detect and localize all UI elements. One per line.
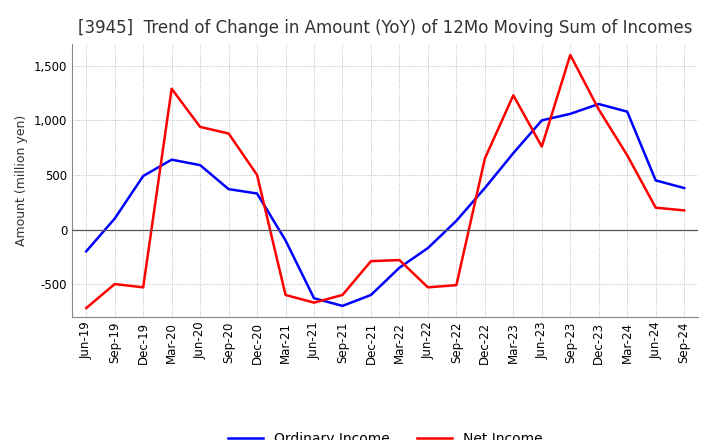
Net Income: [509, 93, 518, 98]
Net Income: [395, 257, 404, 263]
Title: [3945]  Trend of Change in Amount (YoY) of 12Mo Moving Sum of Incomes: [3945] Trend of Change in Amount (YoY) o…: [78, 19, 693, 37]
Ordinary Income: [680, 185, 688, 191]
Net Income: [82, 305, 91, 311]
Net Income: [282, 292, 290, 297]
Ordinary Income: [652, 178, 660, 183]
Net Income: [566, 52, 575, 58]
Net Income: [680, 208, 688, 213]
Ordinary Income: [509, 150, 518, 156]
Ordinary Income: [338, 303, 347, 308]
Net Income: [423, 285, 432, 290]
Net Income: [167, 86, 176, 92]
Ordinary Income: [310, 296, 318, 301]
Y-axis label: Amount (million yen): Amount (million yen): [15, 115, 28, 246]
Ordinary Income: [452, 218, 461, 224]
Net Income: [225, 131, 233, 136]
Net Income: [652, 205, 660, 210]
Legend: Ordinary Income, Net Income: Ordinary Income, Net Income: [222, 427, 548, 440]
Ordinary Income: [196, 162, 204, 168]
Net Income: [139, 285, 148, 290]
Ordinary Income: [253, 191, 261, 196]
Ordinary Income: [595, 101, 603, 106]
Ordinary Income: [537, 118, 546, 123]
Net Income: [623, 153, 631, 158]
Net Income: [480, 156, 489, 161]
Ordinary Income: [566, 111, 575, 117]
Line: Ordinary Income: Ordinary Income: [86, 104, 684, 306]
Ordinary Income: [167, 157, 176, 162]
Ordinary Income: [225, 187, 233, 192]
Net Income: [196, 124, 204, 129]
Ordinary Income: [139, 173, 148, 179]
Net Income: [537, 144, 546, 149]
Ordinary Income: [366, 292, 375, 297]
Line: Net Income: Net Income: [86, 55, 684, 308]
Ordinary Income: [480, 185, 489, 191]
Net Income: [338, 292, 347, 297]
Net Income: [452, 282, 461, 288]
Ordinary Income: [423, 246, 432, 251]
Net Income: [366, 259, 375, 264]
Net Income: [310, 300, 318, 305]
Net Income: [595, 107, 603, 112]
Net Income: [110, 282, 119, 287]
Ordinary Income: [282, 238, 290, 243]
Ordinary Income: [82, 249, 91, 254]
Ordinary Income: [395, 265, 404, 270]
Net Income: [253, 172, 261, 178]
Ordinary Income: [623, 109, 631, 114]
Ordinary Income: [110, 216, 119, 221]
